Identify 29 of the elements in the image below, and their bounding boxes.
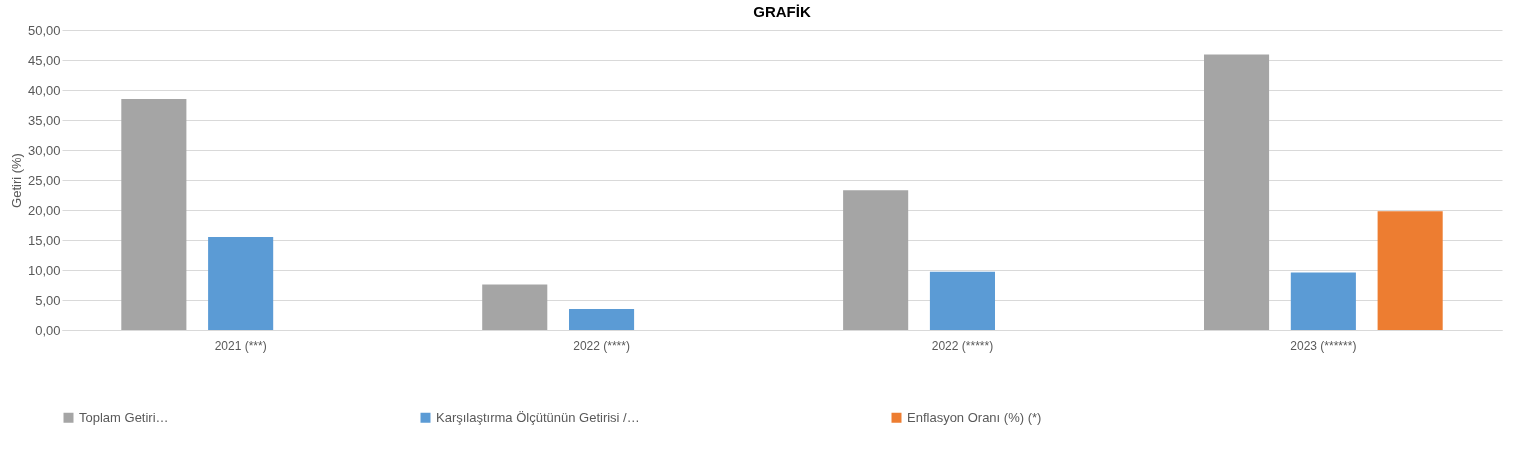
bar [121,99,187,330]
legend-label: Karşılaştırma Ölçütünün Getirisi /… [436,409,640,425]
y-tick-label: 45,00 [27,52,61,68]
legend-label: Enflasyon Oranı (%) (*) [907,409,1042,425]
bar [929,271,995,330]
bar [208,237,274,330]
bar [569,309,635,330]
x-tick-label: 2022 (*****) [931,338,994,353]
x-tick-label: 2023 (******) [1290,338,1357,353]
y-tick-label: 25,00 [27,172,61,188]
y-tick-label: 40,00 [27,82,61,98]
y-tick-label: 20,00 [27,202,61,218]
legend-label: Toplam Getiri… [79,409,169,425]
y-tick-label: 30,00 [27,142,61,158]
bar [1290,272,1356,330]
x-tick-label: 2022 (****) [573,338,630,353]
y-tick-label: 0,00 [35,322,61,338]
y-tick-label: 15,00 [27,232,61,248]
y-tick-label: 10,00 [27,262,61,278]
chart-title: GRAFİK [753,3,811,20]
y-axis-title: Getiri (%) [8,153,24,208]
bar [1204,54,1270,330]
y-tick-label: 5,00 [35,292,61,308]
bar [482,284,548,330]
bar [1377,211,1443,330]
x-tick-label: 2021 (***) [214,338,267,353]
y-tick-label: 35,00 [27,112,61,128]
y-tick-label: 50,00 [27,22,61,38]
bar [843,190,909,330]
